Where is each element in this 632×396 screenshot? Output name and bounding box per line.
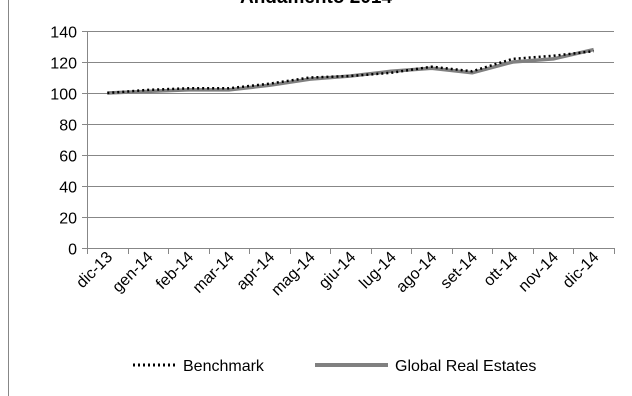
legend-label-benchmark: Benchmark <box>183 358 265 375</box>
y-tick-label: 120 <box>50 56 77 73</box>
x-tick-label: giu-14 <box>316 249 360 293</box>
y-axis: 0 20 40 60 80 100 120 140 <box>50 25 88 259</box>
y-tick-label: 140 <box>50 25 77 42</box>
x-tick-label: set-14 <box>437 249 481 293</box>
x-tick-label: gen-14 <box>109 249 156 296</box>
grid <box>87 31 614 249</box>
x-tick-label: dic-14 <box>560 249 603 292</box>
series-line-0 <box>107 49 594 95</box>
series-group <box>107 47 595 95</box>
y-tick-label: 100 <box>50 87 77 104</box>
y-tick-label: 0 <box>68 242 77 259</box>
legend-label-global-real-estates: Global Real Estates <box>395 358 536 375</box>
x-tick-label: nov-14 <box>515 249 562 296</box>
y-tick-label: 60 <box>59 149 77 166</box>
x-tick-label: ago-14 <box>393 249 440 296</box>
x-tick-label: mar-14 <box>190 249 238 297</box>
x-tick-label: mag-14 <box>268 249 318 299</box>
series-line-1 <box>107 47 595 95</box>
x-tick-label: lug-14 <box>356 249 400 293</box>
x-axis: dic-13gen-14feb-14mar-14apr-14mag-14giu-… <box>73 248 615 299</box>
y-tick-label: 20 <box>59 211 77 228</box>
y-tick-label: 40 <box>59 180 77 197</box>
legend: Benchmark Global Real Estates <box>133 358 536 375</box>
y-tick-label: 80 <box>59 118 77 135</box>
